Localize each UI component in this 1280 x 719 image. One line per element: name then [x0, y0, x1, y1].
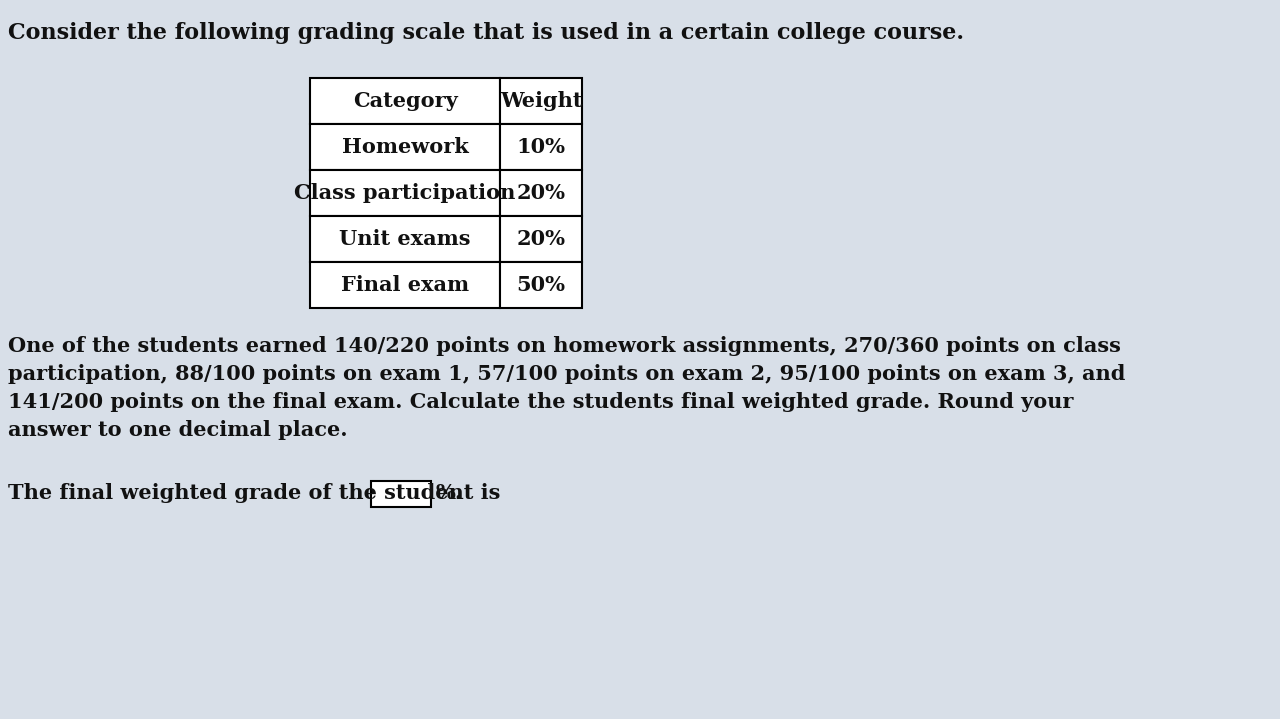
Text: answer to one decimal place.: answer to one decimal place.	[8, 420, 348, 440]
Bar	[310, 78, 500, 124]
Bar	[310, 262, 500, 308]
Text: One of the students earned 140/220 points on homework assignments, 270/360 point: One of the students earned 140/220 point…	[8, 336, 1121, 356]
Text: %.: %.	[436, 483, 463, 503]
Text: Unit exams: Unit exams	[339, 229, 471, 249]
Bar	[371, 481, 431, 507]
Text: participation, 88/100 points on exam 1, 57/100 points on exam 2, 95/100 points o: participation, 88/100 points on exam 1, …	[8, 364, 1125, 384]
Bar	[500, 262, 582, 308]
Bar	[500, 78, 582, 124]
Bar	[500, 124, 582, 170]
Text: Category: Category	[352, 91, 457, 111]
Bar	[310, 170, 500, 216]
Bar	[310, 216, 500, 262]
Text: Consider the following grading scale that is used in a certain college course.: Consider the following grading scale tha…	[8, 22, 964, 44]
Bar	[310, 124, 500, 170]
Text: Weight: Weight	[499, 91, 582, 111]
Text: 50%: 50%	[517, 275, 566, 295]
Bar	[500, 216, 582, 262]
Text: 20%: 20%	[517, 229, 566, 249]
Text: Homework: Homework	[342, 137, 468, 157]
Text: 141/200 points on the final exam. Calculate the students final weighted grade. R: 141/200 points on the final exam. Calcul…	[8, 392, 1074, 412]
Bar	[500, 170, 582, 216]
Text: Class participation: Class participation	[294, 183, 516, 203]
Text: 20%: 20%	[517, 183, 566, 203]
Text: 10%: 10%	[517, 137, 566, 157]
Text: The final weighted grade of the student is: The final weighted grade of the student …	[8, 483, 500, 503]
Text: Final exam: Final exam	[340, 275, 468, 295]
